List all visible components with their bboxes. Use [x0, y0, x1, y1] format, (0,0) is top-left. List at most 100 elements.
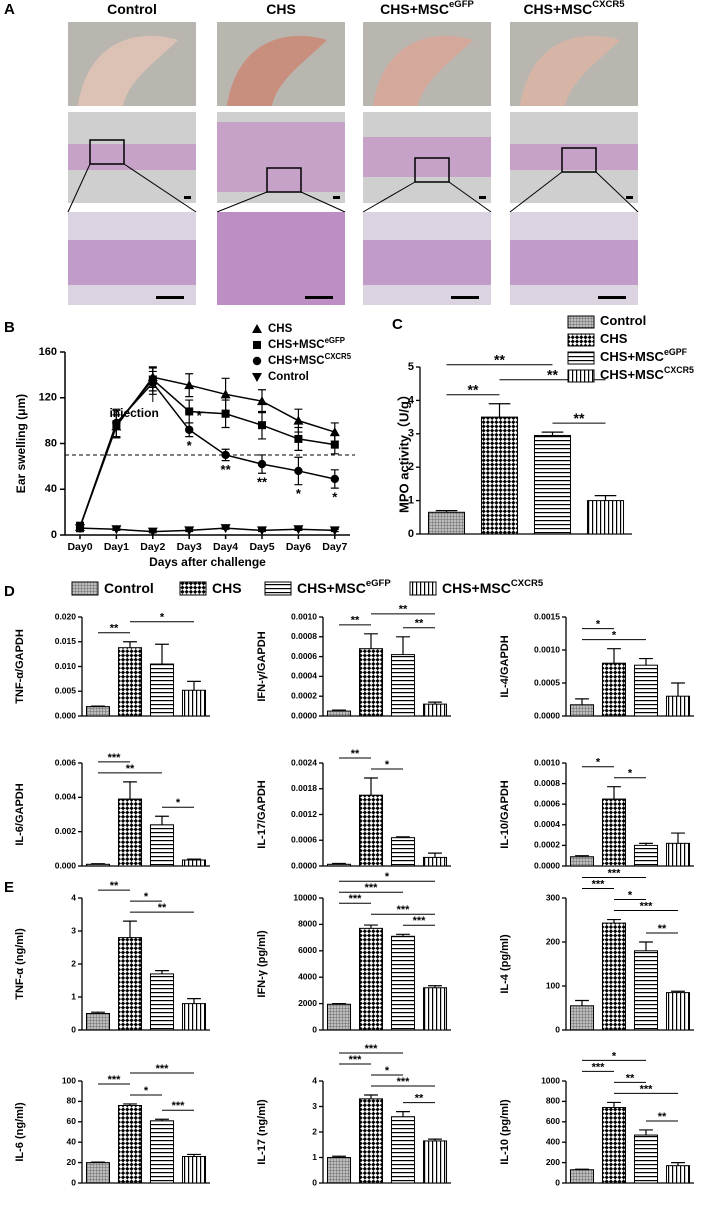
- legend-label: CHS+MSCCXCR5: [442, 578, 544, 596]
- label-superscript: eGFP: [325, 336, 345, 345]
- error-bar: [155, 815, 169, 825]
- error-bar: [607, 1101, 621, 1108]
- zoom-tissue: [363, 240, 491, 285]
- zoom-line: [509, 171, 563, 213]
- y-axis-label: IL-10 (pg/ml): [499, 1099, 511, 1165]
- bar: [633, 844, 659, 867]
- error-bar: [541, 431, 564, 436]
- bar: [326, 1003, 352, 1031]
- marker: [294, 466, 303, 476]
- bar: [181, 1155, 207, 1184]
- zoom-line: [448, 181, 492, 213]
- significance-label: **: [658, 1111, 667, 1123]
- marker: [293, 415, 304, 425]
- significance-label: ***: [608, 867, 622, 879]
- y-tick-label: 40: [67, 1136, 77, 1146]
- y-axis-label: IL-4 (pg/ml): [499, 934, 511, 994]
- error-bar: [575, 855, 589, 857]
- significance-label: **: [158, 902, 167, 914]
- error-bar: [428, 852, 442, 858]
- legend-swatch: [567, 369, 595, 383]
- significance-label: **: [110, 623, 119, 635]
- bar: [149, 1120, 175, 1184]
- bar: [149, 663, 175, 717]
- y-tick-label: 80: [45, 437, 57, 449]
- y-axis-label: IFN-γ/GAPDH: [256, 631, 268, 701]
- significance-label: ***: [365, 1043, 379, 1055]
- bar: [358, 927, 384, 1031]
- error-bar: [364, 633, 378, 649]
- panel-letter: E: [4, 879, 14, 896]
- label-text: CHS: [212, 580, 242, 596]
- error-bar: [428, 701, 442, 705]
- significance-label: **: [415, 618, 424, 630]
- label-superscript: CXCR5: [592, 0, 625, 10]
- y-tick-label: 0.0024: [291, 757, 317, 767]
- significance-label: *: [187, 438, 193, 453]
- significance-label: *: [612, 630, 617, 642]
- significance-label: ***: [397, 904, 411, 916]
- label-text: Control: [600, 313, 646, 328]
- scale-bar: [305, 296, 333, 299]
- error-bar: [639, 1129, 653, 1136]
- y-tick-label: 4000: [298, 971, 317, 981]
- significance-label: *: [385, 1065, 390, 1077]
- legend-label: CHS+MSCeGFP: [297, 578, 391, 596]
- significance-label: *: [596, 619, 601, 631]
- error-bar: [639, 941, 653, 951]
- zoom-tissue: [68, 240, 196, 285]
- bar: [390, 654, 416, 717]
- error-bar: [396, 1111, 410, 1117]
- error-bar: [91, 1161, 105, 1163]
- marker: [330, 474, 339, 484]
- error-bar: [607, 918, 621, 924]
- significance-label: **: [658, 923, 667, 935]
- bar: [601, 662, 627, 717]
- y-tick-label: 60: [67, 1116, 77, 1126]
- y-tick-label: 0.0008: [534, 778, 560, 788]
- y-tick-label: 0.0010: [534, 644, 560, 654]
- bar: [422, 703, 448, 717]
- bar: [358, 1098, 384, 1184]
- label-text: Control: [107, 1, 157, 17]
- bar: [390, 837, 416, 867]
- legend-label: Control: [104, 580, 154, 596]
- significance-label: **: [547, 366, 558, 382]
- legend-label: CHS: [212, 580, 242, 596]
- label-text: CHS+MSC: [523, 1, 592, 17]
- bar: [85, 1162, 111, 1184]
- marker: [257, 459, 267, 469]
- y-tick-label: 8000: [298, 919, 317, 929]
- zoom-line: [67, 163, 91, 213]
- y-tick-label: 0: [555, 1177, 560, 1187]
- marker: [148, 378, 157, 388]
- series-line: [79, 376, 336, 528]
- y-tick-label: 0.0008: [291, 631, 317, 641]
- error-bar: [671, 990, 685, 993]
- column-label: CHS+MSCCXCR5: [523, 0, 625, 17]
- y-tick-label: 0.0000: [291, 860, 317, 870]
- label-text: Control: [268, 371, 309, 383]
- significance-label: ***: [156, 1063, 170, 1075]
- y-tick-label: 800: [546, 1096, 560, 1106]
- tissue: [68, 144, 196, 170]
- error-bar: [123, 920, 137, 938]
- ear-shape: [373, 35, 473, 106]
- label-superscript: CXCR5: [511, 578, 544, 589]
- y-tick-label: 2000: [298, 998, 317, 1008]
- bar: [326, 710, 352, 717]
- marker: [147, 527, 158, 537]
- zoom-line: [595, 171, 639, 213]
- y-tick-label: 0.000: [55, 860, 77, 870]
- significance-label: *: [385, 871, 390, 883]
- label-text: CHS+MSC: [268, 355, 325, 367]
- y-tick-label: 3: [312, 1101, 317, 1111]
- zoom-tissue: [510, 240, 638, 285]
- bar: [586, 500, 625, 535]
- error-bar: [488, 403, 511, 418]
- y-tick-label: 0.0018: [291, 783, 317, 793]
- marker: [257, 526, 267, 536]
- y-tick-label: 600: [546, 1116, 560, 1126]
- significance-label: ***: [108, 752, 122, 764]
- error-bar: [428, 985, 442, 988]
